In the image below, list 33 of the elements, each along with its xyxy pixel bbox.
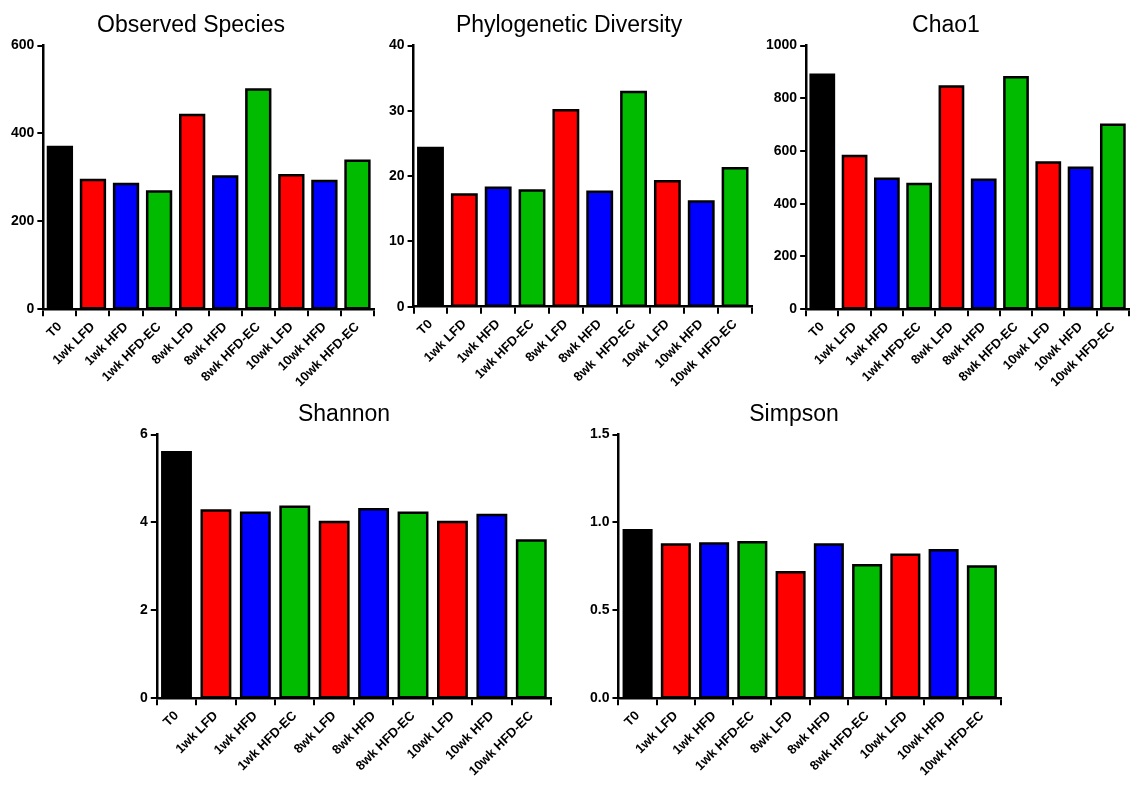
y-tick-label: 4 bbox=[139, 513, 148, 530]
y-tick-label: 6 bbox=[139, 425, 148, 442]
x-tick-label: T0 bbox=[413, 316, 435, 338]
y-tick-label: 0.0 bbox=[589, 689, 610, 706]
y-tick-label: 0 bbox=[396, 297, 405, 314]
y-tick-label: 40 bbox=[388, 36, 405, 53]
x-tick-label: T0 bbox=[620, 707, 642, 730]
y-tick-label: 30 bbox=[388, 101, 405, 118]
y-tick-label: 1000 bbox=[765, 36, 798, 53]
y-tick-label: 800 bbox=[773, 89, 798, 106]
y-tick-label: 0 bbox=[139, 689, 148, 706]
y-tick-label: 200 bbox=[11, 212, 35, 229]
y-tick-label: 400 bbox=[11, 124, 35, 141]
x-tick-label: T0 bbox=[805, 318, 827, 341]
y-tick-label: 600 bbox=[773, 141, 798, 158]
y-tick-label: 600 bbox=[11, 36, 35, 53]
y-tick-label: 20 bbox=[388, 166, 405, 183]
y-tick-label: 0 bbox=[789, 300, 798, 317]
chart-title: Shannon bbox=[297, 400, 390, 427]
chart-title: Simpson bbox=[748, 400, 839, 427]
y-tick-label: 200 bbox=[773, 247, 798, 264]
y-tick-label: 1.0 bbox=[589, 513, 610, 530]
y-tick-label: 10 bbox=[388, 232, 405, 249]
y-tick-label: 1.5 bbox=[589, 425, 610, 442]
chart-title: Observed Species bbox=[97, 11, 285, 38]
chart-title: Chao1 bbox=[912, 11, 980, 38]
x-tick-label: T0 bbox=[159, 707, 181, 730]
y-tick-label: 400 bbox=[773, 194, 798, 211]
y-tick-label: 0 bbox=[26, 300, 35, 317]
y-tick-label: 2 bbox=[139, 601, 148, 618]
y-tick-label: 0.5 bbox=[589, 601, 610, 618]
chart-title: Phylogenetic Diversity bbox=[455, 11, 683, 38]
x-tick-label: T0 bbox=[43, 318, 65, 341]
